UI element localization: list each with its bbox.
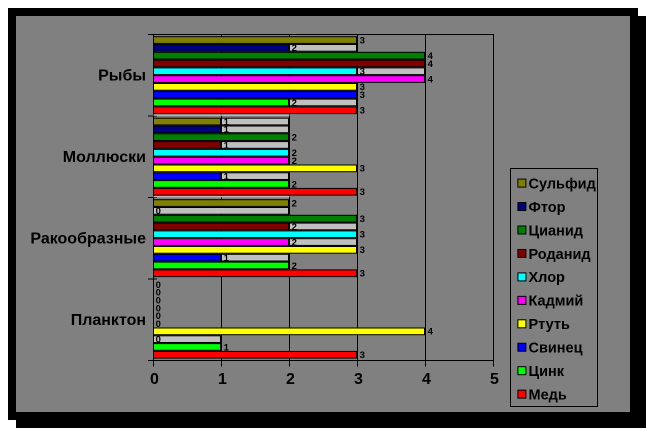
svg-text:2: 2: [292, 179, 297, 190]
svg-text:3: 3: [360, 106, 365, 117]
svg-text:0: 0: [156, 303, 161, 314]
svg-text:2: 2: [292, 98, 297, 109]
svg-text:4: 4: [428, 51, 434, 62]
svg-text:4: 4: [422, 371, 431, 388]
svg-text:0: 0: [156, 311, 161, 322]
svg-text:0: 0: [156, 206, 161, 217]
svg-text:0: 0: [156, 319, 161, 330]
svg-text:2: 2: [292, 43, 297, 54]
svg-text:2: 2: [292, 261, 297, 272]
svg-text:Цианид: Цианид: [529, 223, 583, 239]
svg-text:Моллюски: Моллюски: [63, 149, 146, 166]
svg-text:3: 3: [360, 230, 365, 241]
svg-text:4: 4: [428, 74, 434, 85]
svg-text:Свинец: Свинец: [529, 341, 583, 357]
svg-text:0: 0: [150, 371, 159, 388]
svg-text:3: 3: [360, 214, 365, 225]
svg-text:3: 3: [360, 187, 365, 198]
svg-text:Медь: Медь: [529, 387, 567, 403]
svg-text:1: 1: [224, 253, 230, 264]
svg-text:Ртуть: Ртуть: [529, 317, 570, 333]
svg-text:3: 3: [360, 67, 365, 78]
svg-text:4: 4: [428, 59, 434, 70]
svg-text:3: 3: [360, 245, 365, 256]
svg-text:2: 2: [292, 198, 297, 209]
svg-text:5: 5: [490, 371, 499, 388]
svg-text:3: 3: [360, 269, 365, 280]
svg-text:3: 3: [360, 35, 365, 46]
svg-text:3: 3: [360, 164, 365, 175]
svg-text:0: 0: [156, 288, 161, 299]
svg-text:Рыбы: Рыбы: [98, 67, 146, 84]
svg-text:2: 2: [292, 237, 297, 248]
svg-text:1: 1: [224, 172, 230, 183]
svg-text:Ракообразные: Ракообразные: [30, 230, 146, 247]
svg-text:Кадмий: Кадмий: [529, 294, 584, 310]
svg-text:Фтор: Фтор: [529, 200, 566, 216]
svg-text:1: 1: [224, 342, 230, 353]
svg-text:3: 3: [360, 82, 365, 93]
svg-text:Хлор: Хлор: [529, 270, 566, 286]
svg-text:2: 2: [292, 148, 297, 159]
svg-text:0: 0: [156, 280, 161, 291]
svg-text:Планктон: Планктон: [71, 312, 146, 329]
svg-text:0: 0: [156, 335, 161, 346]
svg-text:2: 2: [286, 371, 295, 388]
svg-text:3: 3: [360, 350, 365, 361]
svg-text:1: 1: [224, 117, 230, 128]
svg-text:4: 4: [428, 327, 434, 338]
svg-text:1: 1: [224, 125, 230, 136]
svg-text:Цинк: Цинк: [529, 364, 565, 380]
svg-text:Роданид: Роданид: [529, 247, 591, 263]
svg-text:1: 1: [224, 140, 230, 151]
svg-text:3: 3: [360, 90, 365, 101]
svg-text:Сульфид: Сульфид: [529, 176, 596, 192]
svg-text:2: 2: [292, 156, 297, 167]
svg-text:0: 0: [156, 296, 161, 307]
svg-text:1: 1: [218, 371, 227, 388]
svg-text:2: 2: [292, 222, 297, 233]
svg-text:3: 3: [354, 371, 363, 388]
svg-text:2: 2: [292, 133, 297, 144]
